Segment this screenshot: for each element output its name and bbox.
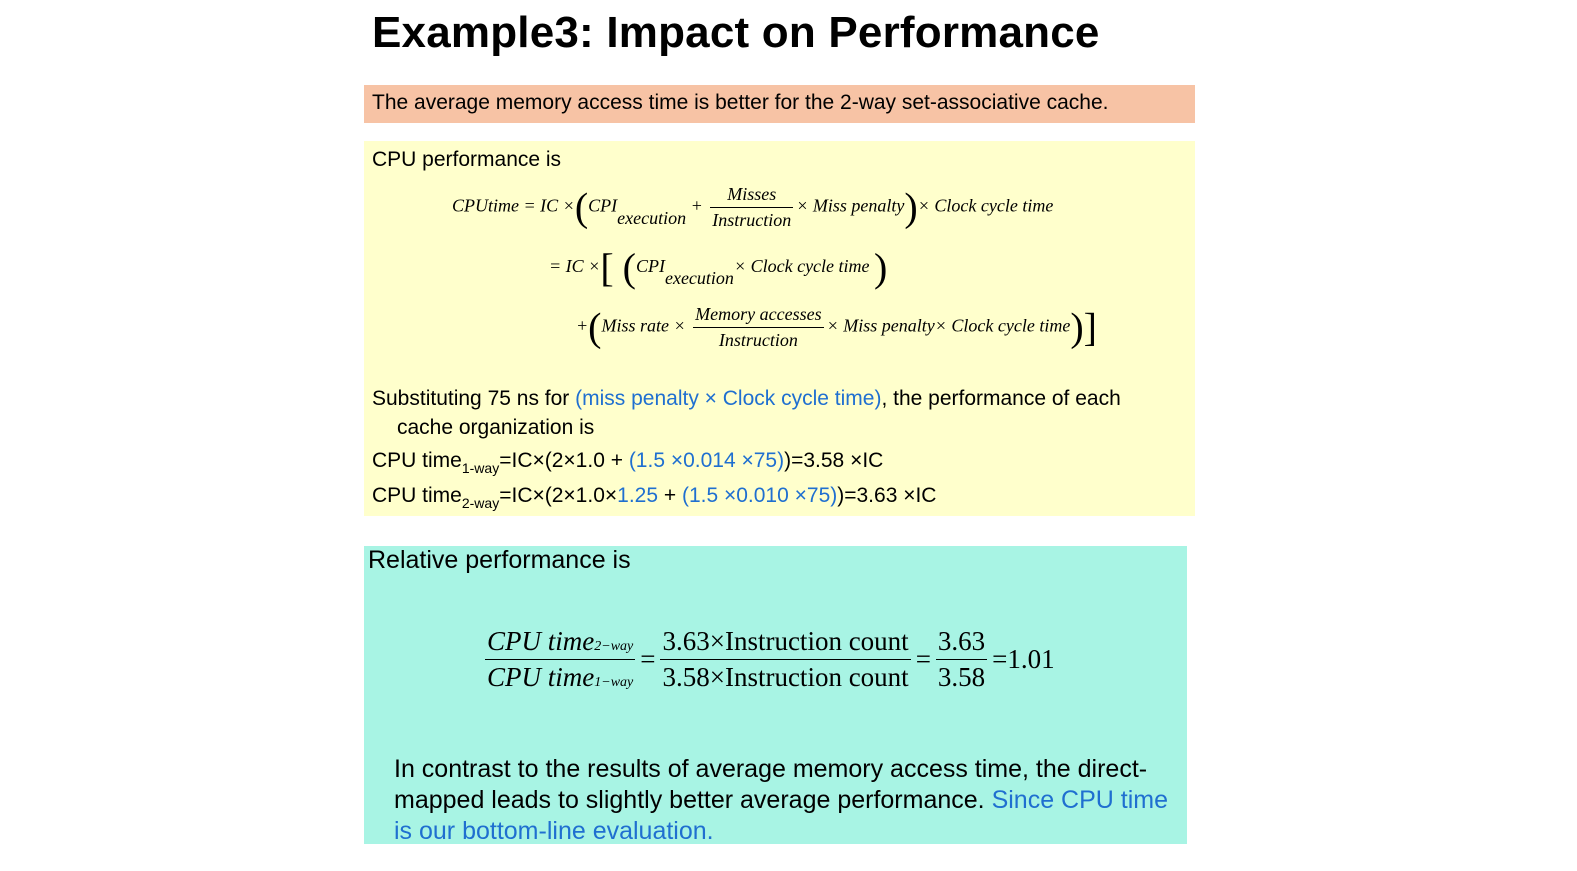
memory-accesses-fraction: Memory accesses Instruction <box>693 304 824 350</box>
cpu-time-formula-line-3: +(Miss rate × Memory accesses Instruction… <box>576 304 1097 350</box>
relative-result: =1.01 <box>992 644 1055 674</box>
substitution-highlight: (miss penalty × Clock cycle time) <box>575 387 882 410</box>
cpu-time-2way-line: CPU time2-way=IC×(2×1.0×1.25 + (1.5 ×0.0… <box>372 484 937 511</box>
page-title: Example3: Impact on Performance <box>372 8 1100 57</box>
cpu-time-formula-line-2: = IC ×[ (CPIexecution× Clock cycle time … <box>549 245 888 290</box>
cpu-time-ratio-fraction: CPU time2−way CPU time1−way <box>485 626 636 692</box>
numeric-fraction: 3.63 3.58 <box>935 626 988 692</box>
perf-intro: CPU performance is <box>372 148 562 171</box>
relative-performance-equation: CPU time2−way CPU time1−way = 3.63×Instr… <box>485 626 1055 692</box>
cpu-time-1way-line: CPU time1-way=IC×(2×1.0 + (1.5 ×0.014 ×7… <box>372 449 884 476</box>
conclusion-text: In contrast to the results of average me… <box>394 755 1169 845</box>
substitution-text: Substituting 75 ns for (miss penalty × C… <box>372 387 1121 439</box>
summary-banner: The average memory access time is better… <box>364 85 1195 123</box>
cpu-time-formula-line-1: CPUtime = IC ×(CPIexecution + Misses Inst… <box>452 184 1054 230</box>
misses-per-instruction-fraction: Misses Instruction <box>710 184 794 230</box>
cpu-performance-box: CPU performance is CPUtime = IC ×(CPIexe… <box>364 141 1195 516</box>
instruction-count-fraction: 3.63×Instruction count 3.58×Instruction … <box>660 626 911 692</box>
relative-intro: Relative performance is <box>368 546 631 574</box>
relative-performance-box: Relative performance is CPU time2−way CP… <box>364 546 1187 845</box>
